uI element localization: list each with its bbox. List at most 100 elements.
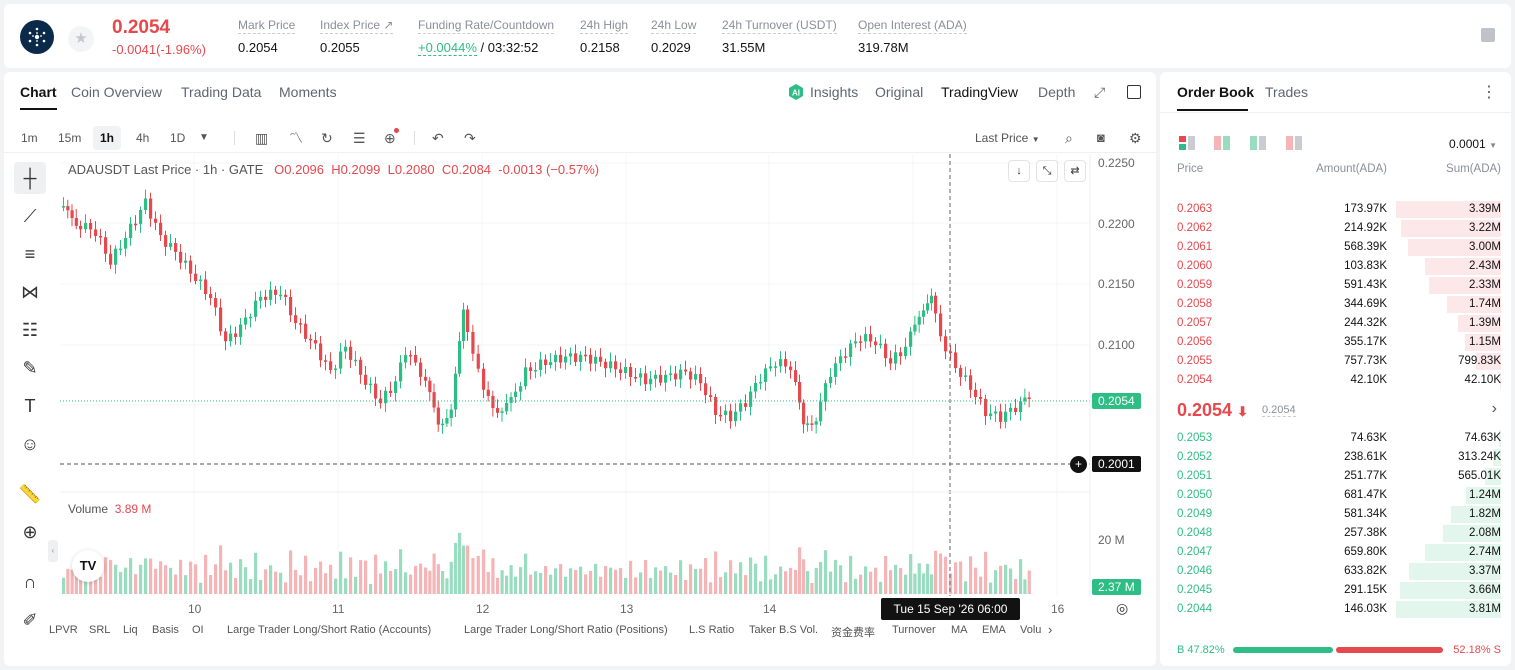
view-both-icon[interactable] [1179,136,1195,150]
view-bids-icon[interactable] [1214,136,1230,150]
order-book-row[interactable]: 0.2062 214.92K 3.22M [1160,219,1511,238]
indicator-srl[interactable]: SRL [89,624,111,636]
pattern-icon[interactable]: ⋈ [21,282,39,302]
emoji-icon[interactable]: ☺ [20,434,40,454]
order-book-row[interactable]: 0.2049 581.34K 1.82M [1160,505,1511,524]
brush-icon[interactable]: ✎ [22,358,38,378]
order-book-row[interactable]: 0.2044 146.03K 3.81M [1160,600,1511,619]
tab-insights[interactable]: Insights [810,84,859,100]
redo-icon[interactable]: ↷ [464,130,476,146]
timeframe-4h[interactable]: 4h [136,131,150,145]
order-book-row[interactable]: 0.2060 103.83K 2.43M [1160,257,1511,276]
indicator-ls-ratio[interactable]: L.S Ratio [689,624,735,636]
tab-order-book[interactable]: Order Book [1177,84,1255,100]
tab-original[interactable]: Original [875,84,924,100]
tab-coin-overview[interactable]: Coin Overview [71,84,163,100]
price-type-select[interactable]: Last Price ▼ [975,131,1040,145]
fib-icon[interactable]: ☷ [21,320,39,340]
ruler-icon[interactable]: 📏 [18,484,42,504]
templates-icon[interactable]: ☰ [353,130,366,146]
tab-trades[interactable]: Trades [1265,84,1309,100]
tab-tradingview[interactable]: TradingView [941,84,1019,100]
tab-chart[interactable]: Chart [20,84,57,110]
magnet-icon[interactable]: ∩ [23,572,37,592]
indicator-taker-vol[interactable]: Taker B.S Vol. [749,624,819,636]
order-book-row[interactable]: 0.2047 659.80K 2.74M [1160,543,1511,562]
timeframe-1m[interactable]: 1m [21,131,38,145]
timeframe-1h[interactable]: 1h [93,126,122,150]
order-book-row[interactable]: 0.2046 633.82K 3.37M [1160,562,1511,581]
indicator-ls-accounts[interactable]: Large Trader Long/Short Ratio (Accounts) [227,624,432,636]
expand-icon[interactable]: ⤢ [1094,84,1106,100]
scroll-down-icon[interactable]: ↓ [1008,160,1030,182]
order-book-row[interactable]: 0.2061 568.39K 3.00M [1160,238,1511,257]
indicator-oi[interactable]: OI [192,624,204,636]
search-icon[interactable]: ⌕ [1065,130,1073,146]
candle-body [639,373,643,378]
add-alert-icon[interactable]: ⊕ [377,126,403,150]
volume-bar [476,555,480,594]
pencil-lock-icon[interactable]: ✐ [22,610,38,630]
order-book-row[interactable]: 0.2057 244.32K 1.39M [1160,314,1511,333]
indicators-icon[interactable]: 〽 [289,130,303,146]
order-book-row[interactable]: 0.2051 251.77K 565.01K [1160,467,1511,486]
camera-icon[interactable]: ◙ [1097,130,1105,145]
candle-type-icon[interactable]: ▥ [255,130,269,146]
collapse-toolbar-icon[interactable]: ‹ [48,540,58,562]
settings-gear-icon[interactable]: ⚙ [1129,130,1142,146]
goto-date-icon[interactable]: ◎ [1116,600,1129,616]
order-book-row[interactable]: 0.2054 42.10K 42.10K [1160,371,1511,390]
insights-icon[interactable]: AI [788,84,804,100]
favorite-star-icon[interactable]: ★ [68,26,94,52]
view-green-icon[interactable] [1250,136,1266,150]
more-options-icon[interactable]: ⋮ [1481,84,1497,101]
indicator-volume[interactable]: Volu [1020,624,1042,636]
order-book-row[interactable]: 0.2058 344.69K 1.74M [1160,295,1511,314]
compare-icon[interactable]: ↻ [321,130,333,146]
candle-body [129,223,133,239]
indicator-basis[interactable]: Basis [152,624,179,636]
horizontal-lines-icon[interactable]: ≡ [24,244,36,264]
candle-body [482,368,486,390]
reset-chart-icon[interactable]: ⇄ [1064,160,1086,182]
precision-select[interactable]: 0.0001 ▼ [1449,137,1497,151]
indicators-next-icon[interactable]: › [1048,622,1053,637]
indicator-turnover[interactable]: Turnover [892,624,936,636]
window-icon[interactable] [1127,85,1141,99]
price-chart[interactable] [4,72,1156,666]
order-book-row[interactable]: 0.2052 238.61K 313.24K [1160,448,1511,467]
indicator-ls-positions[interactable]: Large Trader Long/Short Ratio (Positions… [464,624,668,636]
indicator-ma[interactable]: MA [951,624,968,636]
stat-index-price[interactable]: Index Price ↗ 0.2055 [320,18,394,55]
trendline-icon[interactable]: ⟋ [23,206,37,226]
book-icon[interactable] [1481,28,1495,42]
order-book-row[interactable]: 0.2053 74.63K 74.63K [1160,429,1511,448]
order-book-row[interactable]: 0.2050 681.47K 1.24M [1160,486,1511,505]
tab-depth[interactable]: Depth [1038,84,1076,100]
timeframe-1d[interactable]: 1D [170,131,186,145]
add-order-icon[interactable]: + [1070,456,1087,473]
timeframe-dropdown-icon[interactable]: ▼ [199,132,209,143]
order-book-row[interactable]: 0.2056 355.17K 1.15M [1160,333,1511,352]
indicator-ema[interactable]: EMA [982,624,1006,636]
indicator-funding-rate[interactable]: 资金费率 [831,627,875,639]
tab-moments[interactable]: Moments [279,84,337,100]
order-book-row[interactable]: 0.2059 591.43K 2.33M [1160,276,1511,295]
indicator-liq[interactable]: Liq [123,624,138,636]
order-book-row[interactable]: 0.2048 257.38K 2.08M [1160,524,1511,543]
tradingview-logo-icon[interactable]: TV [72,550,104,582]
zoom-in-icon[interactable]: ⊕ [22,522,38,542]
view-asks-icon[interactable] [1286,136,1302,150]
collapse-icon[interactable]: ⤡ [1036,160,1058,182]
timeframe-15m[interactable]: 15m [58,131,82,145]
undo-icon[interactable]: ↶ [432,130,444,146]
candle-body [829,376,833,384]
crosshair-icon[interactable]: ┼ [14,162,46,194]
indicator-lpvr[interactable]: LPVR [49,624,78,636]
order-book-row[interactable]: 0.2045 291.15K 3.66M [1160,581,1511,600]
order-book-row[interactable]: 0.2055 757.73K 799.83K [1160,352,1511,371]
mid-arrow-icon[interactable]: › [1491,400,1497,417]
tab-trading-data[interactable]: Trading Data [181,84,262,100]
text-icon[interactable]: T [24,396,36,416]
order-book-row[interactable]: 0.2063 173.97K 3.39M [1160,200,1511,219]
